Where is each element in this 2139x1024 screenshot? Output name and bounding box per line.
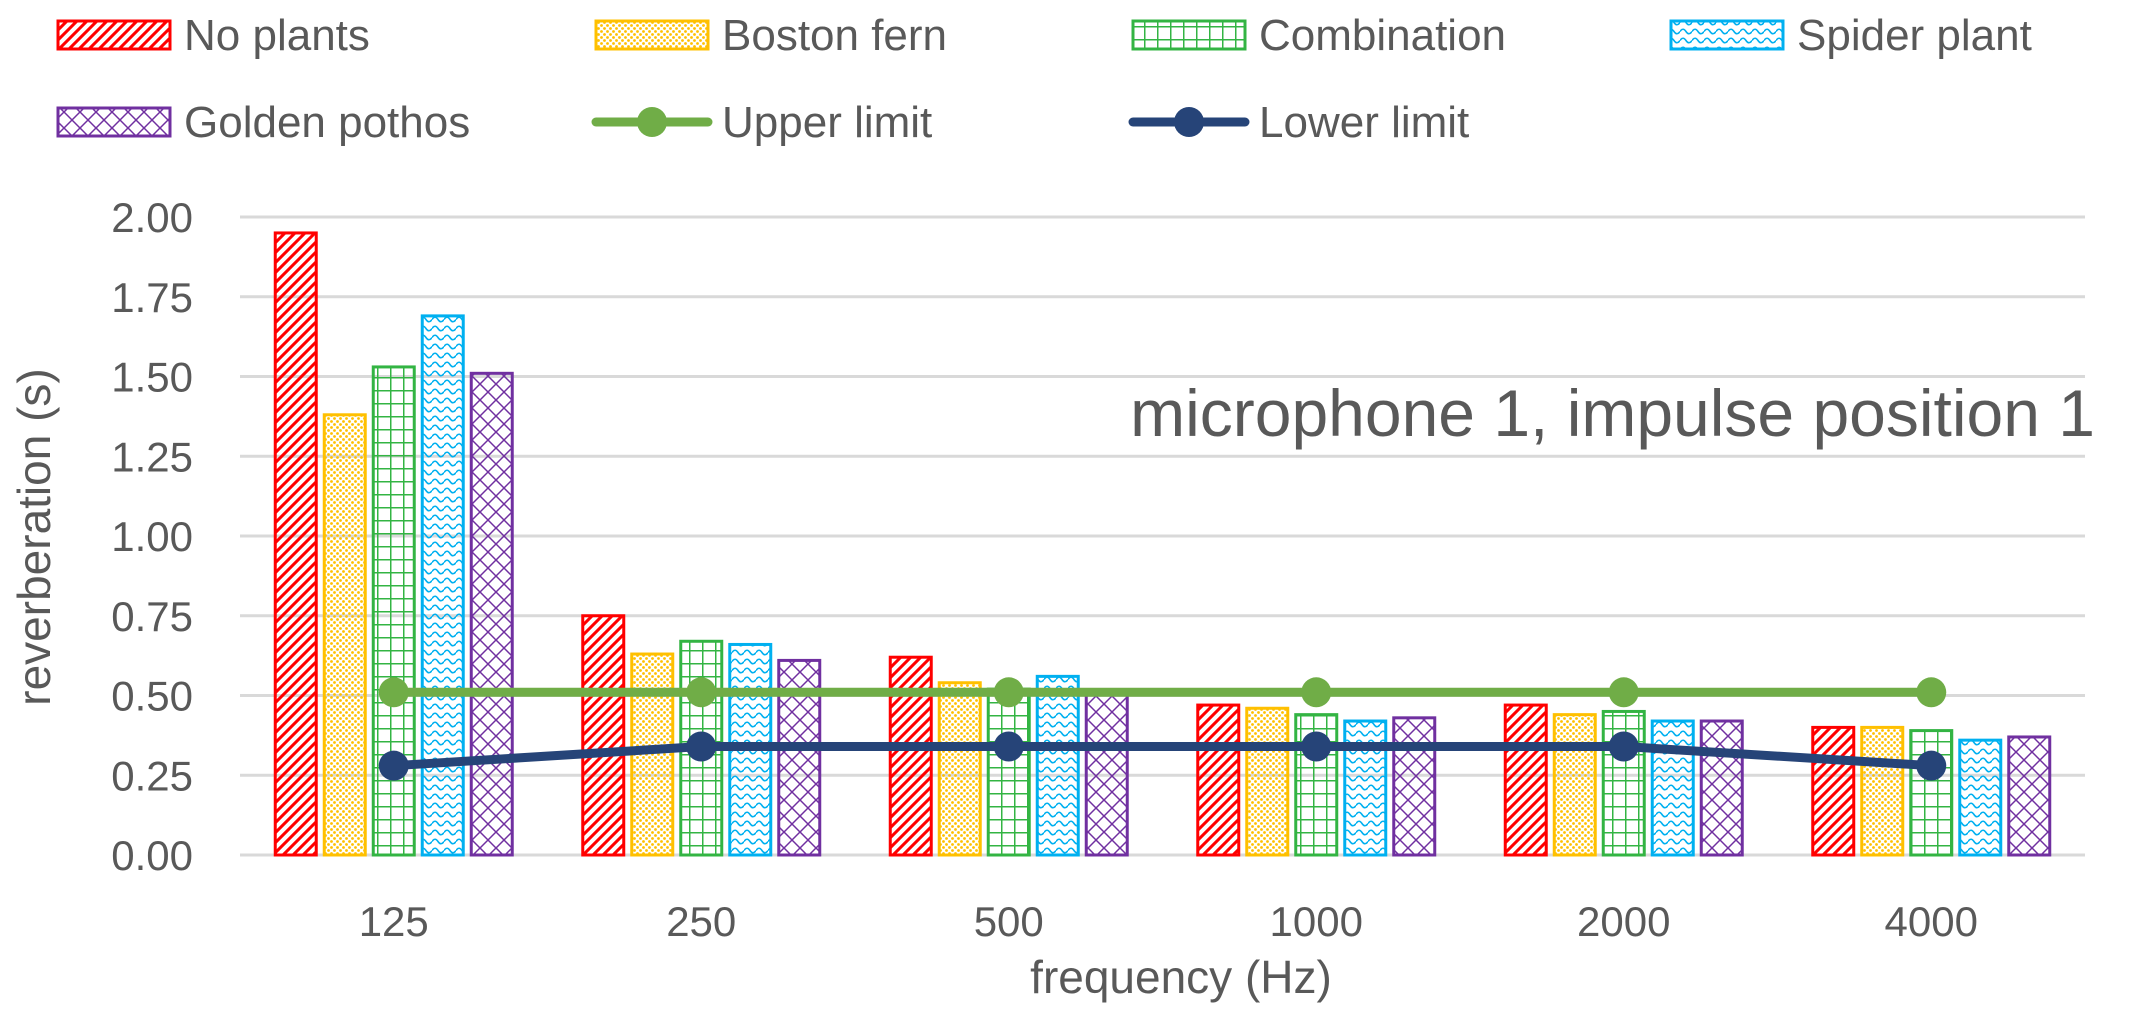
bar-boston-fern-2000 [1552,713,1597,857]
bar-golden-pothos-2000 [1699,719,1744,857]
bar-no-plants-500 [888,655,933,857]
bar-golden-pothos-125 [469,371,514,857]
legend-swatch [1131,19,1247,51]
y-tick-label: 1.25 [111,433,193,480]
bar-boston-fern-4000 [1860,725,1905,857]
x-axis-title: frequency (Hz) [1030,951,1332,1003]
y-tick-label: 1.00 [111,513,193,560]
point-upper-limit-250 [686,677,717,708]
legend-item-lower-limit: Lower limit [1128,98,1469,147]
bar-golden-pothos-500 [1084,690,1129,857]
x-tick-label: 500 [974,898,1044,945]
legend-item-no-plants: No plants [56,11,370,60]
legend-label: No plants [184,11,370,60]
point-upper-limit-4000 [1916,677,1947,708]
y-tick-label: 0.00 [111,832,193,879]
legend-label: Upper limit [722,98,932,147]
point-lower-limit-500 [993,731,1024,762]
point-upper-limit-1000 [1301,677,1332,708]
x-tick-label: 4000 [1885,898,1978,945]
bar-spider-plant-500 [1035,674,1080,857]
legend-item-boston-fern: Boston fern [594,11,947,60]
point-lower-limit-4000 [1916,750,1947,781]
point-lower-limit-250 [686,731,717,762]
point-lower-limit-125 [378,750,409,781]
y-tick-label: 1.75 [111,274,193,321]
legend-label: Combination [1259,11,1506,60]
line-lower-limit [393,742,1932,771]
legend-marker [1174,107,1204,137]
y-axis-title: reverberation (s) [8,368,60,705]
x-tick-label: 1000 [1270,898,1363,945]
bars [273,231,2052,857]
bar-boston-fern-125 [322,413,367,857]
bar-boston-fern-1000 [1245,706,1290,857]
bar-no-plants-1000 [1196,703,1241,857]
x-tick-label: 125 [359,898,429,945]
legend: No plants Boston fern Combination Spider pl… [56,11,2032,147]
legend-swatch [1669,19,1785,51]
legend-swatch [56,106,172,138]
x-tick-label: 250 [666,898,736,945]
bar-spider-plant-1000 [1343,719,1388,857]
legend-label: Lower limit [1259,98,1469,147]
bar-combination-4000 [1909,729,1954,857]
y-tick-label: 1.50 [111,354,193,401]
bar-boston-fern-250 [630,652,675,857]
x-tick-label: 2000 [1577,898,1670,945]
legend-label: Golden pothos [184,98,470,147]
bar-golden-pothos-4000 [2007,735,2052,857]
y-tick-label: 0.25 [111,752,193,799]
legend-item-combination: Combination [1131,11,1506,60]
y-tick-label: 0.50 [111,673,193,720]
chart-annotation: microphone 1, impulse position 1 [1130,376,2095,450]
legend-swatch [56,19,172,51]
bar-spider-plant-2000 [1650,719,1695,857]
point-upper-limit-500 [993,677,1024,708]
legend-label: Boston fern [722,11,947,60]
limit-lines [378,677,1947,781]
bar-spider-plant-4000 [1958,738,2003,857]
y-tick-label: 0.75 [111,593,193,640]
point-upper-limit-2000 [1608,677,1639,708]
point-upper-limit-125 [378,677,409,708]
bar-no-plants-250 [581,614,626,857]
bar-no-plants-125 [273,231,318,857]
bar-boston-fern-500 [937,681,982,857]
point-lower-limit-2000 [1608,731,1639,762]
bar-combination-125 [371,365,416,857]
point-lower-limit-1000 [1301,731,1332,762]
bar-no-plants-4000 [1811,725,1856,857]
y-tick-label: 2.00 [111,194,193,241]
bar-no-plants-2000 [1503,703,1548,857]
bar-combination-500 [986,687,1031,857]
bar-golden-pothos-1000 [1392,716,1437,857]
legend-item-spider-plant: Spider plant [1669,11,2032,60]
legend-item-golden-pothos: Golden pothos [56,98,470,147]
bar-spider-plant-125 [420,314,465,857]
legend-item-upper-limit: Upper limit [591,98,932,147]
legend-swatch [594,19,710,51]
legend-label: Spider plant [1797,11,2032,60]
axes: reverberation (s) frequency (Hz) microph… [8,194,2095,1003]
legend-marker [637,107,667,137]
